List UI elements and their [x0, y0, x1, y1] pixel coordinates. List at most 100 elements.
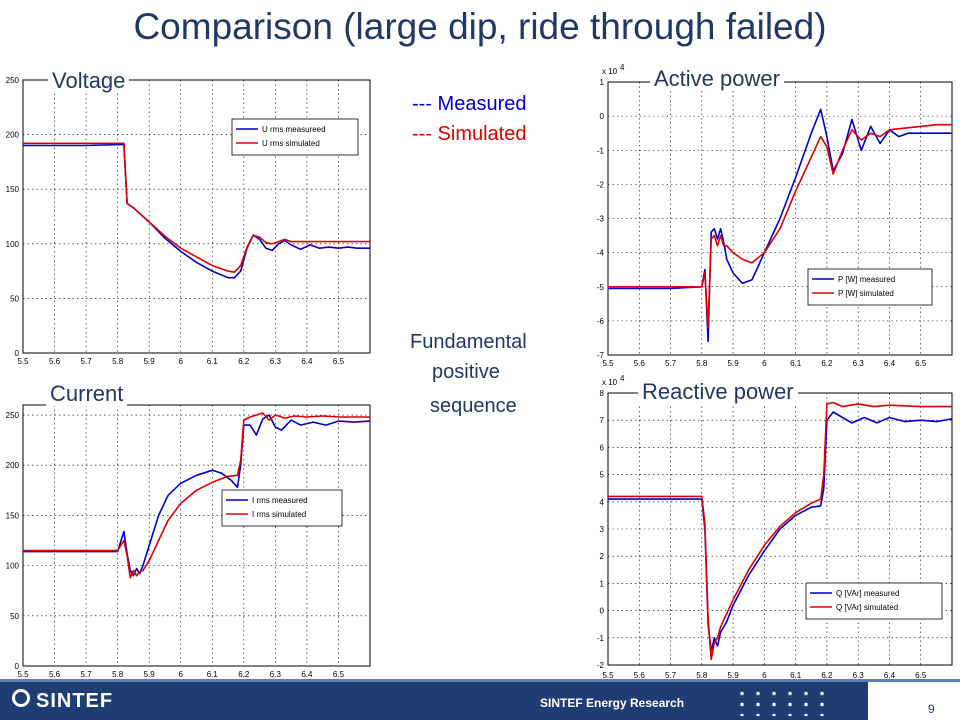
- y-tick-label: 1: [600, 78, 605, 87]
- note-line-1: Fundamental: [410, 331, 527, 353]
- x-tick-label: 6: [179, 670, 184, 679]
- x-tick-label: 6.3: [270, 357, 282, 366]
- x-tick-label: 6.1: [207, 670, 219, 679]
- x-tick-label: 5.7: [81, 357, 93, 366]
- y-tick-label: 3: [600, 525, 605, 534]
- legend-box: [221, 489, 343, 527]
- y-tick-label: 200: [6, 131, 20, 140]
- y-tick-label: 6: [600, 443, 605, 452]
- series-line-simulated: [608, 401, 952, 661]
- x-tick-label: 6.5: [915, 359, 927, 368]
- legend-label: Q [VAr] simulated: [836, 603, 898, 612]
- x-tick-label: 6.2: [238, 357, 250, 366]
- legend-simulated: --- Simulated: [412, 123, 527, 145]
- x-tick-label: 5.5: [17, 357, 29, 366]
- x-tick-label: 6.5: [333, 357, 345, 366]
- x-tick-label: 5.9: [728, 671, 740, 680]
- y-tick-label: -4: [597, 249, 605, 258]
- y-tick-label: 100: [6, 240, 20, 249]
- x-tick-label: 5.7: [81, 670, 93, 679]
- x-tick-label: 5.6: [49, 357, 61, 366]
- y-tick-label: -3: [597, 215, 605, 224]
- x-tick-label: 6.4: [301, 670, 313, 679]
- x-tick-label: 5.5: [17, 670, 29, 679]
- x-tick-label: 6.4: [884, 671, 896, 680]
- y-tick-label: 150: [6, 511, 20, 520]
- x-tick-label: 6.2: [821, 359, 833, 368]
- y-tick-label: -2: [597, 661, 605, 670]
- legend-label: U rms measureed: [262, 125, 326, 134]
- y-tick-label: 100: [6, 562, 20, 571]
- voltage-chart: 5.5 5.6 5.7 5.8 5.9 6 6.1 6.2 6.3 6.4 6.5 0 50 100 150…: [6, 76, 371, 366]
- axis-exponent-label: x 10: [602, 378, 618, 387]
- y-tick-label: 150: [6, 185, 20, 194]
- y-tick-label: 250: [6, 411, 20, 420]
- x-tick-label: 5.5: [602, 359, 614, 368]
- x-tick-label: 6.1: [790, 359, 802, 368]
- y-tick-label: -6: [597, 317, 605, 326]
- footer-stripe: [0, 679, 960, 682]
- y-tick-label: 50: [10, 294, 19, 303]
- axis-exponent-power: 4: [620, 63, 625, 72]
- series-line-simulated: [608, 123, 952, 329]
- y-tick-label: -1: [597, 146, 605, 155]
- y-tick-label: 0: [15, 349, 20, 358]
- y-tick-label: 50: [10, 612, 19, 621]
- legend-box: [231, 118, 359, 156]
- footer-band: [868, 682, 960, 720]
- x-tick-label: 5.8: [112, 357, 124, 366]
- sintef-logo-text: SINTEF: [36, 690, 114, 712]
- x-tick-label: 6.5: [915, 671, 927, 680]
- series-line-simulated: [23, 142, 370, 273]
- legend-label: Q [VAr] measured: [836, 589, 899, 598]
- y-tick-label: 8: [600, 389, 605, 398]
- sintef-logo-icon: [12, 689, 30, 707]
- series-line-measured: [608, 108, 952, 343]
- x-tick-label: 5.7: [665, 359, 677, 368]
- x-tick-label: 5.9: [144, 357, 156, 366]
- x-tick-label: 6: [179, 357, 184, 366]
- y-tick-label: -7: [597, 351, 605, 360]
- voltage-plot-title: Voltage: [48, 69, 130, 93]
- x-tick-label: 6.3: [853, 359, 865, 368]
- x-tick-label: 5.9: [728, 359, 740, 368]
- y-tick-label: 7: [600, 416, 605, 425]
- current-plot-title: Current: [46, 382, 128, 406]
- x-tick-label: 5.6: [49, 670, 61, 679]
- reactive-power-chart: 5.5 5.6 5.7 5.8 5.9 6 6.1 6.2 6.3 6.4 6.5 -2 -1 0 1 2 3 4…: [597, 374, 953, 680]
- x-tick-label: 5.9: [144, 670, 156, 679]
- slide-title: Comparison (large dip, ride through fail…: [133, 6, 827, 47]
- x-tick-label: 6.1: [790, 671, 802, 680]
- footer-org: SINTEF Energy Research: [540, 696, 685, 710]
- page-number: 9: [928, 702, 935, 716]
- legend-measured: --- Measured: [412, 93, 527, 115]
- legend-label: I rms simulated: [252, 510, 306, 519]
- y-tick-label: 5: [600, 471, 605, 480]
- active-power-chart: 5.5 5.6 5.7 5.8 5.9 6 6.1 6.2 6.3 6.4 6.5 -7 -6 -5 -4 -…: [597, 63, 953, 368]
- series-line-simulated: [23, 412, 370, 579]
- legend-box: [805, 582, 943, 620]
- x-tick-label: 6: [762, 671, 767, 680]
- legend-label: I rms measured: [252, 496, 308, 505]
- y-tick-label: -5: [597, 283, 605, 292]
- legend-label: P [W] measured: [838, 275, 895, 284]
- x-tick-label: 6.2: [238, 670, 250, 679]
- decorative-dots: [734, 688, 834, 716]
- legend-label: U rms simulated: [262, 139, 320, 148]
- note-line-2: positive: [432, 361, 500, 383]
- reactive-power-plot-title: Reactive power: [638, 380, 798, 404]
- active-power-plot-title: Active power: [650, 67, 784, 91]
- plot-area: [22, 404, 371, 667]
- x-tick-label: 6.1: [207, 357, 219, 366]
- x-tick-label: 5.8: [696, 671, 708, 680]
- y-tick-label: 1: [600, 579, 605, 588]
- x-tick-label: 6.5: [333, 670, 345, 679]
- axis-exponent-label: x 10: [602, 67, 618, 76]
- x-tick-label: 6.2: [821, 671, 833, 680]
- legend-box: [807, 268, 933, 306]
- x-tick-label: 5.8: [112, 670, 124, 679]
- y-tick-label: 4: [600, 498, 605, 507]
- x-tick-label: 6.3: [853, 671, 865, 680]
- y-tick-label: -1: [597, 634, 605, 643]
- axis-exponent-power: 4: [620, 374, 625, 383]
